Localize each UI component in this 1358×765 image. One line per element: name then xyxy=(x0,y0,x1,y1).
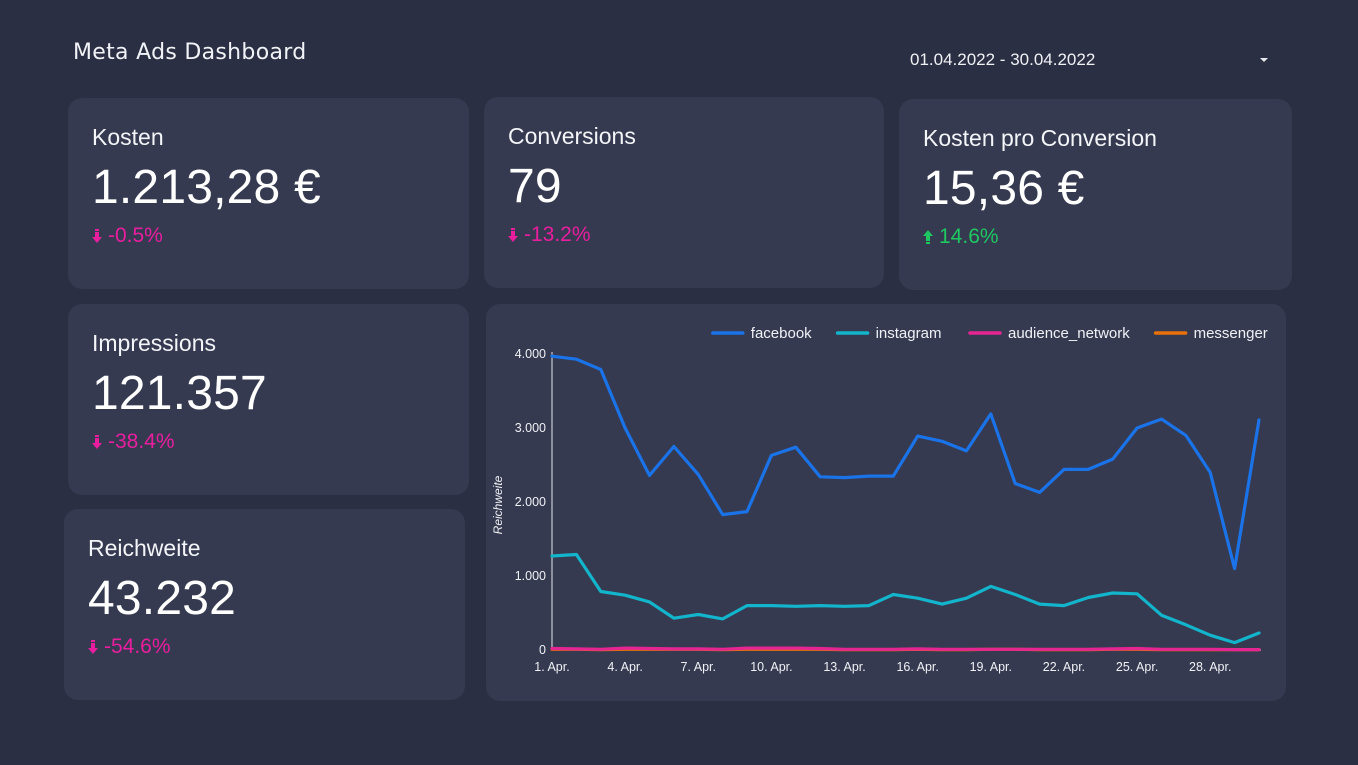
kpi-value: 121.357 xyxy=(92,367,267,420)
arrow-down-icon xyxy=(508,228,518,242)
reichweite-line-chart: 0 1.000 2.000 3.000 4.000 1. Apr. 4. Apr. 7. Ap… xyxy=(486,304,1286,701)
x-tick-label: 16. Apr. xyxy=(896,660,938,674)
x-tick-label: 4. Apr. xyxy=(607,660,642,674)
y-axis-title: Reichweite xyxy=(491,475,505,534)
kpi-delta: -13.2% xyxy=(508,223,591,247)
kpi-value: 15,36 € xyxy=(923,162,1085,215)
x-tick-label: 28. Apr. xyxy=(1189,660,1231,674)
series-line-instagram xyxy=(550,552,1261,645)
series-line-facebook xyxy=(550,354,1261,571)
chevron-down-icon xyxy=(1260,58,1268,62)
kpi-card-impressions: Impressions 121.357 -38.4% xyxy=(68,304,469,495)
kpi-value: 1.213,28 € xyxy=(92,161,321,214)
x-tick-label: 10. Apr. xyxy=(750,660,792,674)
legend-label-messenger: messenger xyxy=(1194,325,1268,342)
kpi-value: 43.232 xyxy=(88,572,237,625)
kpi-value: 79 xyxy=(508,160,562,213)
kpi-card-kosten-pro-conversion: Kosten pro Conversion 15,36 € 14.6% xyxy=(899,99,1292,290)
kpi-card-conversions: Conversions 79 -13.2% xyxy=(484,97,884,288)
arrow-down-icon xyxy=(88,640,98,654)
date-range-value: 01.04.2022 - 30.04.2022 xyxy=(910,50,1096,69)
x-tick-label: 19. Apr. xyxy=(970,660,1012,674)
kpi-card-reichweite: Reichweite 43.232 -54.6% xyxy=(64,509,465,700)
kpi-delta: -54.6% xyxy=(88,635,171,659)
legend-label-facebook: facebook xyxy=(751,325,812,342)
legend-label-instagram: instagram xyxy=(876,325,942,342)
kpi-card-kosten: Kosten 1.213,28 € -0.5% xyxy=(68,98,469,289)
arrow-down-icon xyxy=(92,435,102,449)
y-tick-label: 4.000 xyxy=(515,347,546,361)
x-tick-label: 22. Apr. xyxy=(1043,660,1085,674)
kpi-label: Conversions xyxy=(508,123,636,149)
y-tick-label: 3.000 xyxy=(515,421,546,435)
arrow-down-icon xyxy=(92,229,102,243)
chart-svg: 0 1.000 2.000 3.000 4.000 1. Apr. 4. Apr. 7. Ap… xyxy=(491,325,1268,674)
y-tick-label: 1.000 xyxy=(515,569,546,583)
x-tick-label: 13. Apr. xyxy=(823,660,865,674)
kpi-delta: -0.5% xyxy=(92,224,163,248)
series-line-audience-network xyxy=(550,646,1261,652)
legend-label-audience-network: audience_network xyxy=(1008,325,1130,342)
kpi-delta: -38.4% xyxy=(92,430,175,454)
x-tick-label: 25. Apr. xyxy=(1116,660,1158,674)
kpi-label: Kosten xyxy=(92,124,164,150)
kpi-delta: 14.6% xyxy=(923,225,999,249)
kpi-delta-value: -38.4% xyxy=(108,430,175,453)
kpi-label: Reichweite xyxy=(88,535,201,561)
kpi-delta-value: 14.6% xyxy=(939,225,999,248)
kpi-delta-value: -54.6% xyxy=(104,635,171,658)
kpi-delta-value: -0.5% xyxy=(108,224,163,247)
x-tick-label: 7. Apr. xyxy=(681,660,716,674)
kpi-delta-value: -13.2% xyxy=(524,223,591,246)
page-title: Meta Ads Dashboard xyxy=(73,40,307,65)
kpi-label: Kosten pro Conversion xyxy=(923,125,1157,151)
y-tick-label: 0 xyxy=(539,643,546,657)
arrow-up-icon xyxy=(923,230,933,244)
y-tick-label: 2.000 xyxy=(515,495,546,509)
x-tick-label: 1. Apr. xyxy=(534,660,569,674)
date-range-picker[interactable]: 01.04.2022 - 30.04.2022 xyxy=(896,46,1280,74)
kpi-label: Impressions xyxy=(92,330,216,356)
